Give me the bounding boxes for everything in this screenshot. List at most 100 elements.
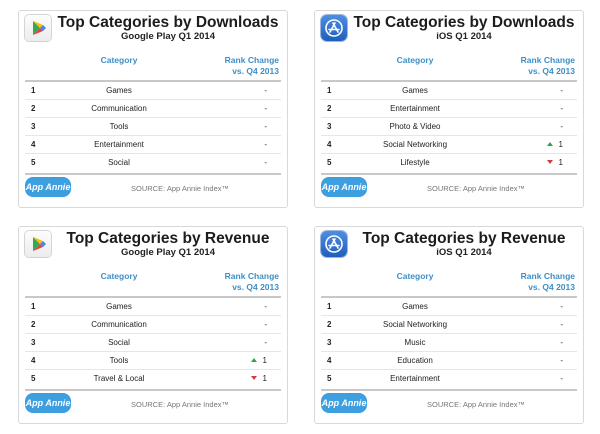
rank-number: 4 bbox=[31, 356, 36, 365]
column-header-category: Category bbox=[100, 271, 138, 281]
category-name: Travel & Local bbox=[93, 374, 145, 383]
category-name: Communication bbox=[91, 104, 147, 113]
panel-subtitle: Google Play Q1 2014 bbox=[121, 247, 215, 258]
table-row: 2 Communication - bbox=[19, 316, 287, 333]
rank-change: 1 bbox=[262, 356, 267, 365]
footer-divider bbox=[321, 173, 577, 175]
category-name: Games bbox=[402, 86, 428, 95]
rank-number: 4 bbox=[327, 140, 332, 149]
table-row: 2 Social Networking - bbox=[315, 316, 583, 333]
google-play-icon bbox=[25, 15, 51, 41]
panel-title: Top Categories by Downloads bbox=[57, 14, 279, 31]
rank-header-line2: vs. Q4 2013 bbox=[232, 66, 279, 76]
rank-up-arrow-icon bbox=[251, 358, 257, 362]
google-play-icon bbox=[25, 231, 51, 257]
table-row: 3 Social - bbox=[19, 334, 287, 351]
rank-number: 4 bbox=[327, 356, 332, 365]
panel-gp-revenue: Top Categories by Revenue Google Play Q1… bbox=[18, 226, 288, 424]
panel-subtitle: Google Play Q1 2014 bbox=[121, 31, 215, 42]
rank-header-line2: vs. Q4 2013 bbox=[528, 66, 575, 76]
category-name: Entertainment bbox=[390, 374, 440, 383]
rank-change: - bbox=[264, 338, 267, 347]
rank-number: 4 bbox=[31, 140, 36, 149]
row-divider bbox=[321, 369, 577, 370]
header-divider bbox=[321, 80, 577, 82]
table-row: 4 Social Networking 1 bbox=[315, 136, 583, 153]
rank-up-arrow-icon bbox=[547, 142, 553, 146]
row-divider bbox=[25, 369, 281, 370]
row-divider bbox=[321, 315, 577, 316]
rank-change: - bbox=[560, 302, 563, 311]
category-name: Games bbox=[106, 86, 132, 95]
rank-change: - bbox=[264, 104, 267, 113]
category-name: Photo & Video bbox=[389, 122, 441, 131]
rank-number: 3 bbox=[327, 122, 332, 131]
rank-change: - bbox=[560, 104, 563, 113]
row-divider bbox=[25, 153, 281, 154]
rank-number: 1 bbox=[327, 302, 332, 311]
rank-number: 3 bbox=[31, 122, 36, 131]
rank-number: 2 bbox=[327, 104, 332, 113]
app-store-icon bbox=[321, 15, 347, 41]
panel-subtitle: iOS Q1 2014 bbox=[436, 31, 492, 42]
category-name: Tools bbox=[109, 356, 129, 365]
table-row: 4 Education - bbox=[315, 352, 583, 369]
app-annie-logo: App Annie bbox=[321, 393, 367, 413]
rank-number: 1 bbox=[31, 86, 36, 95]
table-row: 4 Entertainment - bbox=[19, 136, 287, 153]
column-header-rank-change: Rank Change vs. Q4 2013 bbox=[225, 55, 279, 77]
footer-divider bbox=[25, 173, 281, 175]
rank-change: - bbox=[264, 158, 267, 167]
table-row: 3 Tools - bbox=[19, 118, 287, 135]
category-name: Music bbox=[404, 338, 426, 347]
table-row: 5 Lifestyle 1 bbox=[315, 154, 583, 171]
table-row: 2 Communication - bbox=[19, 100, 287, 117]
rank-change: - bbox=[560, 374, 563, 383]
table-row: 5 Travel & Local 1 bbox=[19, 370, 287, 387]
row-divider bbox=[321, 351, 577, 352]
rank-change: - bbox=[264, 302, 267, 311]
category-name: Games bbox=[106, 302, 132, 311]
rank-change: - bbox=[264, 86, 267, 95]
category-name: Entertainment bbox=[94, 140, 144, 149]
rank-change: - bbox=[560, 320, 563, 329]
column-header-rank-change: Rank Change vs. Q4 2013 bbox=[225, 271, 279, 293]
category-name: Social bbox=[108, 158, 130, 167]
category-name: Games bbox=[402, 302, 428, 311]
header-divider bbox=[321, 296, 577, 298]
footer-divider bbox=[321, 389, 577, 391]
rank-number: 5 bbox=[31, 374, 36, 383]
source-note: SOURCE: App Annie Index™ bbox=[427, 184, 525, 193]
rank-change: - bbox=[264, 122, 267, 131]
rank-header-line2: vs. Q4 2013 bbox=[232, 282, 279, 292]
table-row: 1 Games - bbox=[315, 298, 583, 315]
column-header-category: Category bbox=[396, 271, 434, 281]
table-row: 1 Games - bbox=[19, 298, 287, 315]
row-divider bbox=[321, 135, 577, 136]
table-row: 2 Entertainment - bbox=[315, 100, 583, 117]
rank-header-line1: Rank Change bbox=[520, 271, 575, 281]
app-annie-logo: App Annie bbox=[25, 177, 71, 197]
panel-subtitle: iOS Q1 2014 bbox=[436, 247, 492, 258]
rank-number: 5 bbox=[31, 158, 36, 167]
rank-change: - bbox=[264, 140, 267, 149]
table-row: 5 Entertainment - bbox=[315, 370, 583, 387]
panel-ios-downloads: Top Categories by Downloads iOS Q1 2014 … bbox=[314, 10, 584, 208]
rank-down-arrow-icon bbox=[251, 376, 257, 380]
row-divider bbox=[321, 117, 577, 118]
panel-ios-revenue: Top Categories by Revenue iOS Q1 2014 Ca… bbox=[314, 226, 584, 424]
rank-change: - bbox=[560, 122, 563, 131]
rank-number: 3 bbox=[31, 338, 36, 347]
category-name: Communication bbox=[91, 320, 147, 329]
rank-change: - bbox=[560, 338, 563, 347]
table-row: 1 Games - bbox=[315, 82, 583, 99]
rank-number: 2 bbox=[31, 104, 36, 113]
source-note: SOURCE: App Annie Index™ bbox=[131, 184, 229, 193]
rank-header-line1: Rank Change bbox=[224, 271, 279, 281]
rank-change: 1 bbox=[558, 140, 563, 149]
column-header-rank-change: Rank Change vs. Q4 2013 bbox=[521, 55, 575, 77]
rank-number: 5 bbox=[327, 158, 332, 167]
rank-header-line1: Rank Change bbox=[224, 55, 279, 65]
app-annie-logo: App Annie bbox=[25, 393, 71, 413]
rank-number: 1 bbox=[31, 302, 36, 311]
